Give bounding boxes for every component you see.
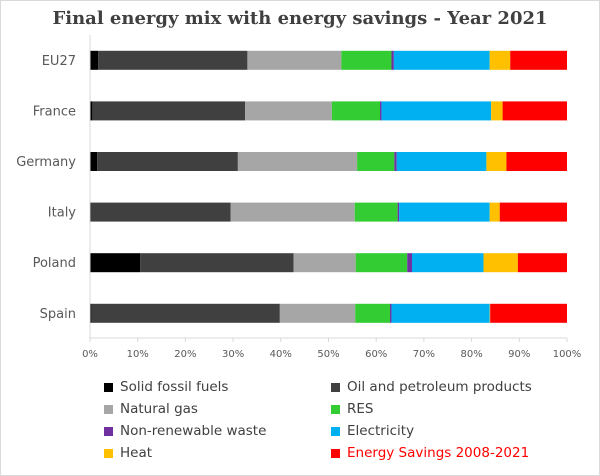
x-tick-label: 0% [82,349,98,360]
legend-item: RES [331,400,373,418]
bar-segment-germany-2 [237,152,358,171]
x-tick-label: 20% [174,349,196,360]
bar-segment-germany-6 [486,152,507,171]
category-label: Italy [48,206,77,221]
bar-segment-germany-3 [357,152,395,171]
legend-label: Natural gas [120,401,198,417]
legend-item: Non-renewable waste [104,422,266,440]
legend-item: Natural gas [104,400,198,418]
x-tick-label: 90% [508,349,530,360]
bar-segment-poland-0 [90,253,141,273]
legend-label: RES [347,401,374,417]
legend-item: Heat [104,444,152,462]
bar-segment-eu27-5 [393,50,490,70]
x-tick-label: 30% [222,349,244,360]
bar-segment-italy-6 [489,202,500,222]
x-tick-label: 80% [460,349,482,360]
legend-label: Non-renewable waste [120,423,267,439]
bar-segment-germany-7 [506,152,567,171]
legend-item: Energy Savings 2008-2021 [331,444,529,462]
category-label: France [33,104,76,119]
legend-swatch [331,448,340,458]
x-tick-label: 50% [317,349,339,360]
bar-segment-poland-4 [407,253,412,273]
bar-segment-spain-7 [490,303,567,323]
legend-swatch [104,448,113,458]
bar-segment-france-0 [90,101,93,121]
bar-segment-france-5 [381,101,492,121]
bar-segment-spain-1 [91,303,280,323]
bar-segment-spain-0 [90,303,92,323]
bar-segment-spain-5 [391,303,490,323]
x-tick-label: 60% [365,349,387,360]
bar-segment-eu27-3 [341,50,392,70]
bar-segment-france-1 [92,101,246,121]
x-tick-label: 100% [553,349,582,360]
bar-segment-spain-2 [279,303,356,323]
legend-swatch [104,382,113,392]
x-tick-label: 70% [413,349,435,360]
bar-segment-spain-4 [390,303,392,323]
bar-segment-poland-1 [140,253,294,273]
legend-label: Solid fossil fuels [120,379,229,395]
category-label: Poland [33,256,76,271]
bar-segment-poland-7 [517,253,567,273]
legend-item: Solid fossil fuels [104,378,228,396]
bar-segment-italy-2 [230,202,355,222]
bar-segment-italy-4 [397,202,400,222]
category-label: Spain [40,307,76,322]
bar-segment-italy-3 [354,202,398,222]
legend-label: Energy Savings 2008-2021 [347,445,530,461]
legend-label: Oil and petroleum products [347,379,532,395]
bar-segment-germany-5 [396,152,487,171]
bar-segment-germany-0 [90,152,98,171]
bar-segment-poland-3 [355,253,408,273]
bar-segment-italy-1 [90,202,231,222]
legend-swatch [331,404,340,414]
legend-swatch [331,382,340,392]
bar-segment-eu27-2 [247,50,342,70]
legend-item: Electricity [331,422,414,440]
legend-label: Electricity [347,423,415,439]
category-label: EU27 [42,54,76,69]
x-tick-label: 10% [127,349,149,360]
bar-segment-france-3 [331,101,381,121]
bar-segment-germany-4 [394,152,397,171]
bar-segment-italy-5 [399,202,490,222]
legend-swatch [104,404,113,414]
x-tick-label: 40% [270,349,292,360]
bar-segment-italy-7 [499,202,567,222]
category-label: Germany [16,155,76,170]
bar-segment-france-4 [380,101,382,121]
chart-title: Final energy mix with energy savings - Y… [52,8,548,29]
bar-segment-eu27-7 [510,50,567,70]
legend-item: Oil and petroleum products [331,378,532,396]
legend-swatch [104,426,113,436]
legend-swatch [331,426,340,436]
bar-segment-france-2 [245,101,332,121]
bar-segment-poland-2 [293,253,356,273]
bar-segment-poland-6 [483,253,518,273]
bar-segment-france-6 [491,101,503,121]
bar-segment-eu27-1 [98,50,248,70]
bar-segment-france-7 [502,101,567,121]
bar-segment-germany-1 [97,152,238,171]
bar-segment-eu27-4 [391,50,394,70]
bar-segment-eu27-0 [90,50,99,70]
legend-label: Heat [120,445,153,461]
bar-segment-eu27-6 [489,50,511,70]
bar-segment-spain-3 [355,303,391,323]
bar-segment-poland-5 [411,253,484,273]
